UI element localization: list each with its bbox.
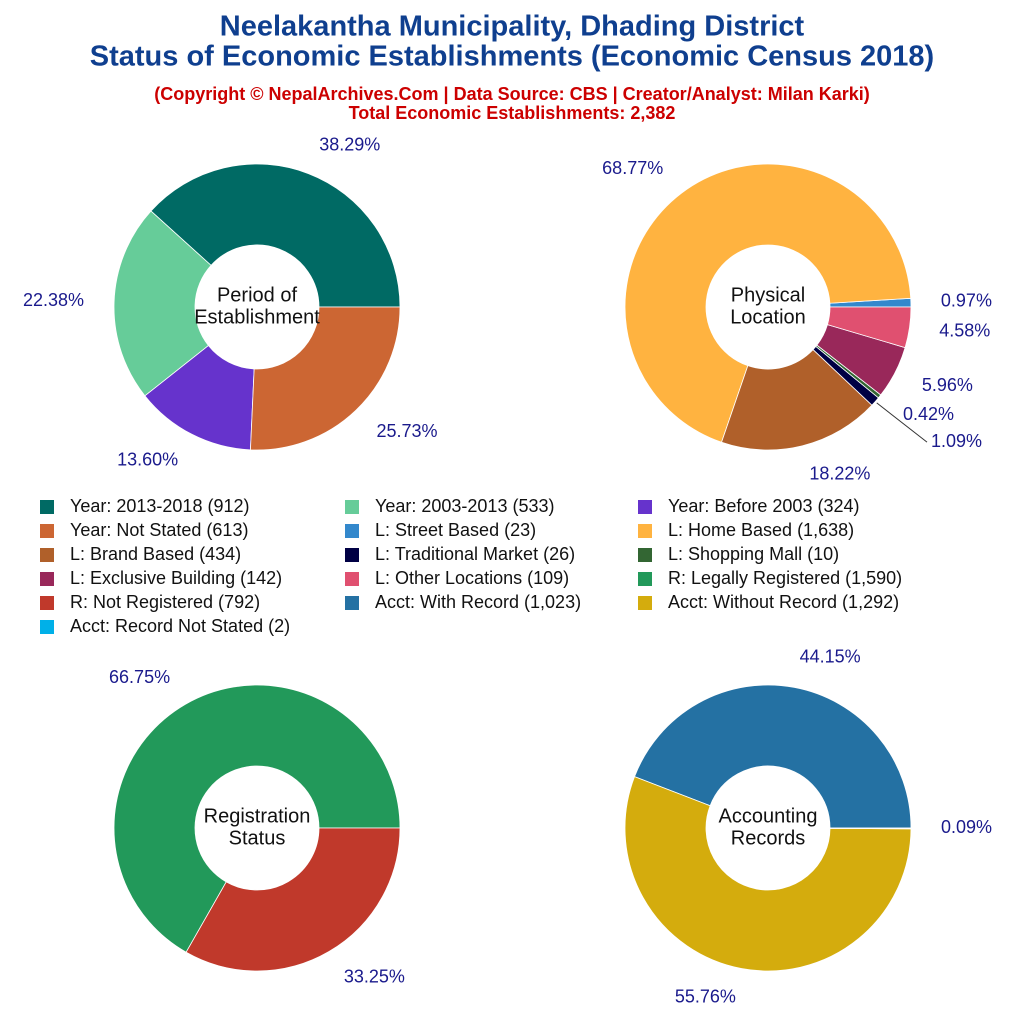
- legend-swatch: [638, 548, 652, 562]
- value-label: 55.76%: [675, 987, 736, 1007]
- donut-slice: [185, 827, 401, 972]
- donut-slice: [113, 684, 401, 953]
- legend-label: Year: 2013-2018 (912): [70, 496, 249, 516]
- legend-label: Year: 2003-2013 (533): [375, 496, 554, 516]
- legend-swatch: [345, 548, 359, 562]
- donut-slice: [250, 306, 401, 451]
- donut-slice: [113, 210, 212, 397]
- value-label: 68.77%: [602, 158, 663, 178]
- legend-label: Year: Not Stated (613): [70, 520, 248, 540]
- center-label: Registration: [204, 805, 311, 827]
- legend-swatch: [345, 500, 359, 514]
- donut-slice: [624, 163, 912, 443]
- legend-label: L: Traditional Market (26): [375, 544, 575, 564]
- center-label: Accounting: [719, 805, 818, 827]
- legend-label: L: Other Locations (109): [375, 568, 569, 588]
- value-label: 44.15%: [800, 647, 861, 667]
- donut-slice: [826, 306, 912, 349]
- value-label: 0.42%: [903, 404, 954, 424]
- legend-label: Acct: With Record (1,023): [375, 592, 581, 612]
- value-label: 25.73%: [376, 421, 437, 441]
- legend-swatch: [638, 596, 652, 610]
- value-label: 33.25%: [344, 966, 405, 986]
- value-label: 1.09%: [931, 431, 982, 451]
- center-label: Records: [731, 827, 805, 849]
- value-label: 0.97%: [941, 290, 992, 310]
- title: Neelakantha Municipality, Dhading Distri…: [220, 11, 805, 43]
- leader-line: [876, 402, 928, 443]
- legend-label: Year: Before 2003 (324): [668, 496, 859, 516]
- legend-label: L: Brand Based (434): [70, 544, 241, 564]
- donut-slice: [829, 827, 912, 830]
- total: Total Economic Establishments: 2,382: [349, 103, 676, 123]
- legend-swatch: [638, 524, 652, 538]
- legend-label: Acct: Record Not Stated (2): [70, 616, 290, 636]
- donut-slice: [721, 349, 873, 451]
- center-label: Period of: [217, 284, 297, 306]
- donut-slice: [624, 776, 912, 972]
- legend-swatch: [40, 500, 54, 514]
- legend-swatch: [40, 572, 54, 586]
- value-label: 13.60%: [117, 450, 178, 470]
- center-label: Location: [730, 306, 806, 328]
- legend-swatch: [40, 524, 54, 538]
- legend-label: L: Shopping Mall (10): [668, 544, 839, 564]
- legend-label: L: Exclusive Building (142): [70, 568, 282, 588]
- center-label: Physical: [731, 284, 805, 306]
- legend-swatch: [40, 548, 54, 562]
- subtitle: (Copyright © NepalArchives.Com | Data So…: [154, 84, 869, 104]
- value-label: 4.58%: [939, 321, 990, 341]
- center-label: Establishment: [194, 306, 320, 328]
- legend-swatch: [638, 572, 652, 586]
- legend-label: Acct: Without Record (1,292): [668, 592, 899, 612]
- legend-swatch: [40, 596, 54, 610]
- value-label: 5.96%: [922, 375, 973, 395]
- legend-label: L: Street Based (23): [375, 520, 536, 540]
- center-label: Status: [229, 827, 286, 849]
- legend-swatch: [40, 620, 54, 634]
- legend-swatch: [345, 524, 359, 538]
- legend-swatch: [345, 596, 359, 610]
- donut-slice: [634, 684, 912, 829]
- legend-swatch: [638, 500, 652, 514]
- value-label: 38.29%: [319, 134, 380, 154]
- legend-swatch: [345, 572, 359, 586]
- value-label: 22.38%: [23, 290, 84, 310]
- title: Status of Economic Establishments (Econo…: [90, 41, 934, 73]
- value-label: 18.22%: [809, 464, 870, 484]
- value-label: 66.75%: [109, 667, 170, 687]
- legend-label: L: Home Based (1,638): [668, 520, 854, 540]
- legend-label: R: Not Registered (792): [70, 592, 260, 612]
- value-label: 0.09%: [941, 817, 992, 837]
- donut-slice: [150, 163, 401, 308]
- legend-label: R: Legally Registered (1,590): [668, 568, 902, 588]
